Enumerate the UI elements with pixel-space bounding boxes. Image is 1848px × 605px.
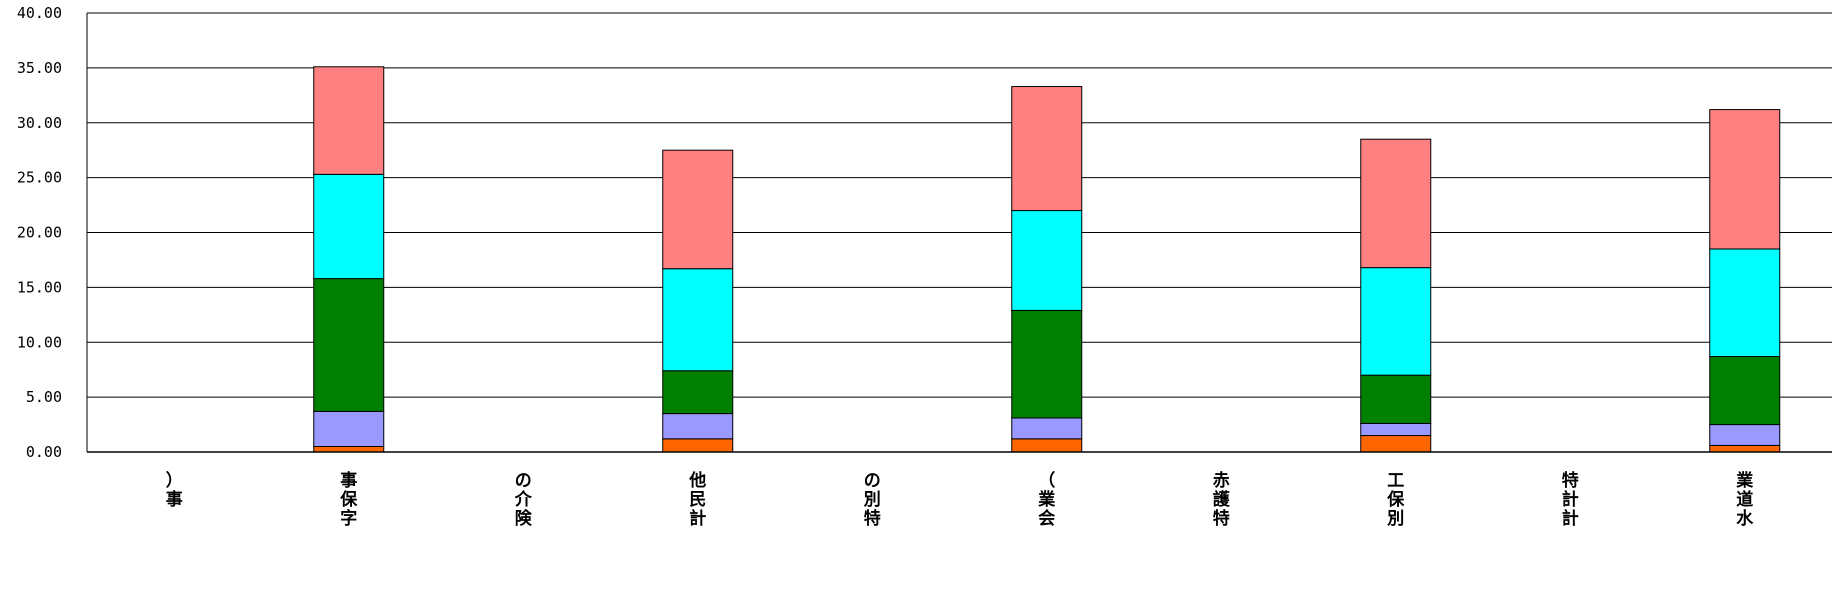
- bar-segment: [313, 173, 385, 280]
- x-tick-label: 特計計: [1562, 470, 1579, 529]
- x-tick-label: 工保別: [1386, 471, 1405, 529]
- x-tick-label: （業会: [1038, 470, 1055, 529]
- x-tick-label: ）事: [166, 470, 183, 510]
- y-axis-tick-labels: 0.00 5.00 10.00 15.00 20.00 25.00 30.00 35.00 40…: [17, 4, 62, 461]
- bar-segment: [313, 66, 385, 175]
- bar-segment: [1011, 210, 1083, 311]
- bar-segment: [313, 446, 385, 453]
- x-tick-label: 他民計: [688, 470, 706, 529]
- bar-segment: [1360, 267, 1432, 376]
- y-tick-label: 40.00: [17, 4, 62, 22]
- y-tick-label: 5.00: [26, 388, 62, 406]
- y-tick-label: 10.00: [17, 333, 62, 351]
- x-tick-label: 業道水: [1736, 470, 1754, 529]
- bar-segment: [1011, 417, 1083, 440]
- bar-segment: [1360, 422, 1432, 437]
- bar-segment: [1709, 444, 1781, 453]
- bar-segment: [313, 278, 385, 412]
- y-tick-label: 30.00: [17, 114, 62, 132]
- y-tick-label: 15.00: [17, 278, 62, 296]
- bar-segment: [662, 268, 734, 372]
- y-tick-label: 25.00: [17, 169, 62, 187]
- bar-segment: [1709, 248, 1781, 358]
- bar-segment: [662, 413, 734, 440]
- bar-segment: [1360, 138, 1432, 269]
- x-tick-label: の別特: [863, 471, 881, 529]
- bar-segment: [662, 149, 734, 270]
- bar-segment: [1709, 356, 1781, 426]
- x-tick-label: の介険: [514, 471, 533, 529]
- bar-segment: [1360, 435, 1432, 453]
- bar-segment: [1011, 438, 1083, 453]
- y-tick-label: 0.00: [26, 443, 62, 461]
- bar-segment: [1011, 309, 1083, 419]
- bar-segment: [662, 370, 734, 415]
- bar-segment: [662, 438, 734, 453]
- bar-segment: [313, 410, 385, 448]
- x-tick-label: 事保字: [339, 471, 358, 529]
- bar-segment: [1709, 424, 1781, 446]
- x-axis-tick-labels: ）事 事保字 の介険 他民計 の別特 （業会 赤護特 工保別 特計計 業道水: [166, 470, 1755, 529]
- bar-segment: [1011, 86, 1083, 212]
- y-tick-label: 20.00: [17, 224, 62, 242]
- bar-segment: [1709, 109, 1781, 250]
- y-tick-label: 35.00: [17, 59, 62, 77]
- bars: [313, 66, 1781, 453]
- bar-segment: [1360, 374, 1432, 424]
- x-tick-label: 赤護特: [1213, 470, 1231, 529]
